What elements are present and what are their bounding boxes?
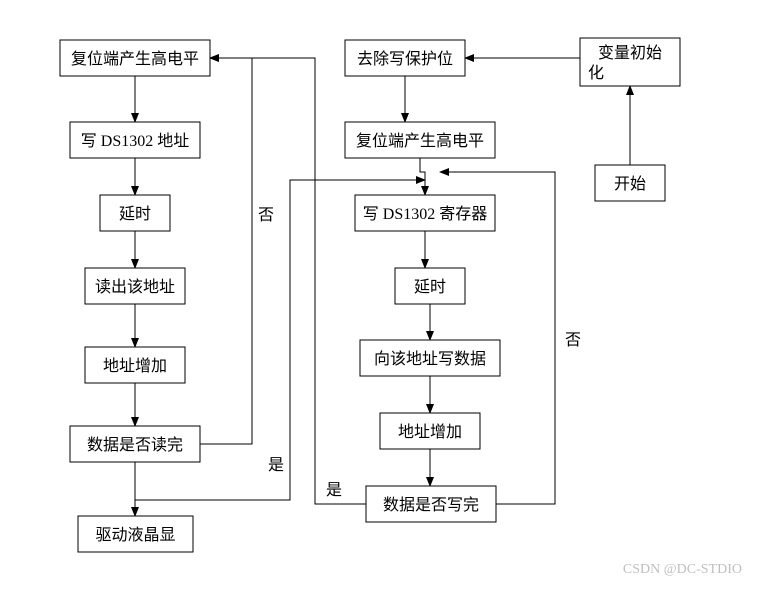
flowchart-diagram: 否是否是复位端产生高电平写 DS1302 地址延时读出该地址地址增加数据是否读完… (0, 0, 762, 591)
flow-node-r1: 复位端产生高电平 (345, 122, 495, 158)
flow-node-l1: 复位端产生高电平 (60, 40, 210, 76)
flow-node-r0b: 变量初始化 (580, 38, 680, 86)
edge-label: 否 (565, 332, 581, 349)
flow-node-l5: 地址增加 (85, 347, 185, 383)
node-label: 读出该地址 (95, 278, 175, 296)
flow-node-r3: 延时 (395, 268, 465, 304)
edge-label: 否 (258, 207, 274, 224)
node-label: 化 (588, 64, 604, 82)
edge-label: 是 (326, 482, 342, 499)
edge-label: 是 (268, 457, 284, 474)
flow-node-r0a: 去除写保护位 (345, 40, 465, 76)
node-label: 去除写保护位 (357, 50, 453, 68)
flow-edge (420, 158, 425, 195)
node-label: 开始 (614, 175, 646, 193)
node-label: 地址增加 (103, 357, 167, 375)
flow-node-r7: 开始 (595, 165, 665, 201)
flow-node-l7: 驱动液晶显 (78, 516, 193, 552)
flow-node-r2: 写 DS1302 寄存器 (355, 195, 495, 231)
node-label: 写 DS1302 寄存器 (363, 205, 487, 223)
flow-node-r5: 地址增加 (380, 413, 480, 449)
node-label: 写 DS1302 地址 (81, 132, 189, 150)
node-label: 数据是否写完 (383, 496, 479, 514)
node-label: 驱动液晶显 (95, 526, 175, 544)
flow-node-l3: 延时 (100, 195, 170, 231)
flow-node-l6: 数据是否读完 (70, 426, 200, 462)
watermark: CSDN @DC-STDIO (623, 562, 742, 577)
flow-node-l4: 读出该地址 (85, 268, 185, 304)
node-label: 地址增加 (398, 423, 462, 441)
flow-node-l2: 写 DS1302 地址 (70, 122, 200, 158)
node-label: 数据是否读完 (87, 436, 183, 454)
node-label: 向该地址写数据 (374, 350, 486, 368)
node-label: 复位端产生高电平 (356, 132, 484, 150)
node-label: 复位端产生高电平 (71, 50, 199, 68)
flow-edge (200, 58, 252, 444)
flow-node-r4: 向该地址写数据 (360, 340, 500, 376)
node-label: 延时 (414, 278, 446, 296)
node-label: 延时 (119, 205, 151, 223)
flow-node-r6: 数据是否写完 (366, 486, 496, 522)
flow-edge (210, 58, 366, 504)
node-label: 变量初始 (598, 44, 662, 62)
